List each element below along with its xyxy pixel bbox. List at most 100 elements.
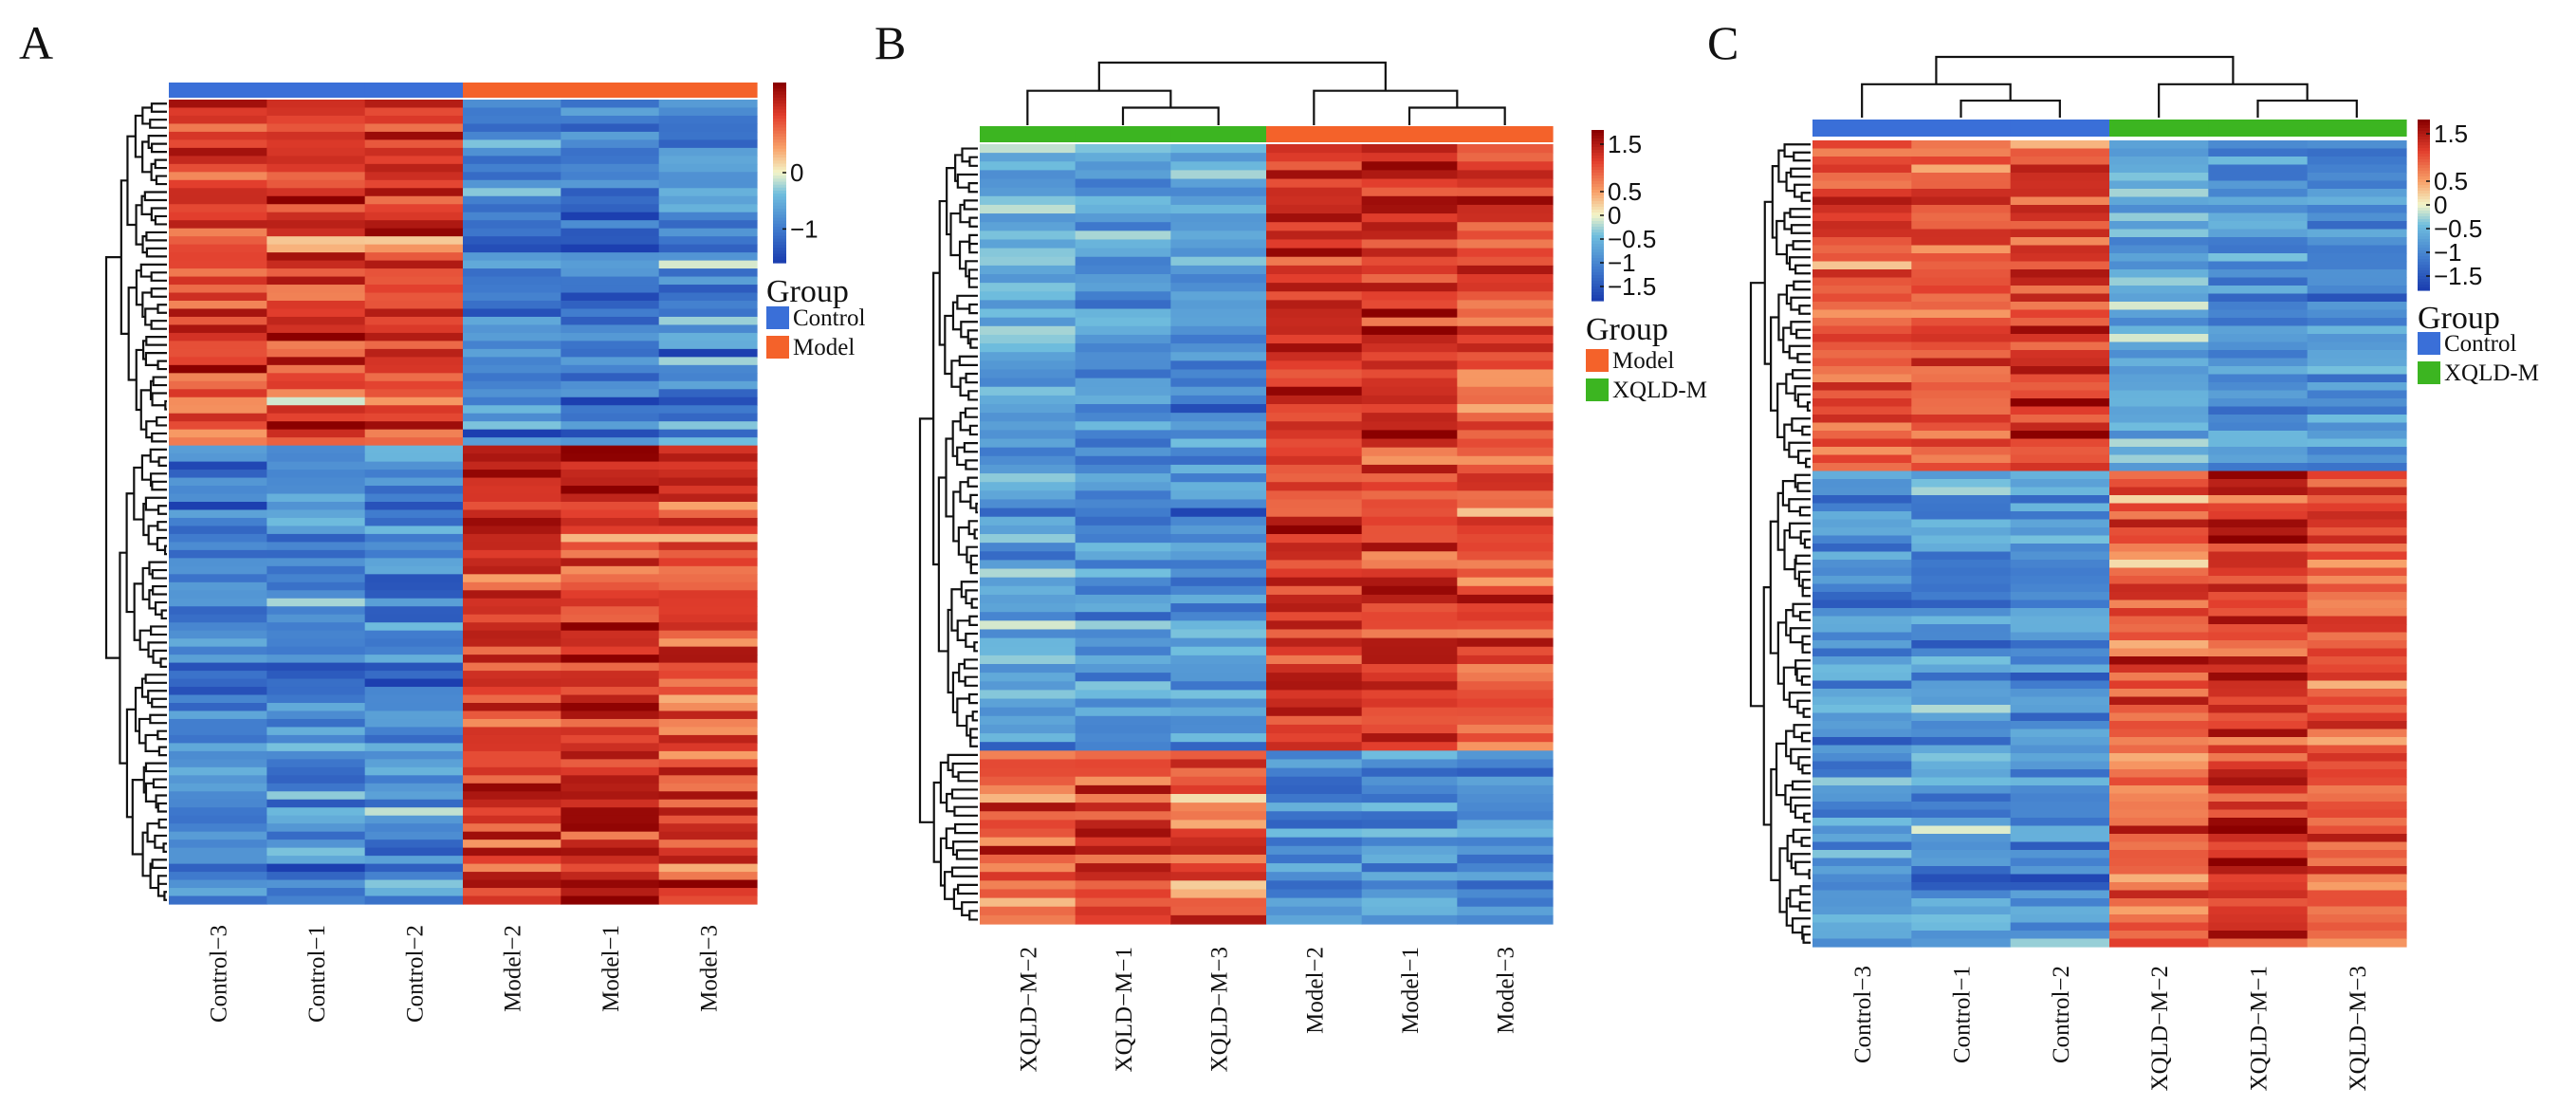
heatmap-cell [2010,470,2110,480]
heatmap-cell [1457,231,1554,241]
heatmap-cell [1457,473,1554,483]
heatmap-cell [364,228,464,237]
heatmap-cell [463,308,561,318]
heatmap-cell [1170,283,1267,292]
heatmap-cell [1911,487,2012,496]
heatmap-cells [169,100,758,905]
heatmap-cell [2109,890,2209,899]
heatmap-cell [1170,914,1267,925]
heatmap-cell [463,743,561,752]
heatmap-cell [980,897,1076,908]
heatmap-cell [658,252,758,262]
heatmap-cell [463,188,561,197]
color-scale-step [2418,273,2430,277]
heatmap-cell [561,123,660,133]
heatmap-cell [2307,302,2407,311]
heatmap-cell [169,630,267,639]
heatmap-cell [1812,286,1912,295]
heatmap-cell [1812,164,1912,174]
heatmap-cell [1170,430,1267,440]
heatmap-cell [1075,265,1171,275]
heatmap-cell [1812,302,1912,311]
heatmap-cell [1170,690,1267,700]
heatmap-cell [980,195,1076,206]
heatmap-cell [2109,809,2209,819]
heatmap-cell [1170,204,1267,214]
heatmap-cell [658,292,758,302]
heatmap-cell [2208,535,2309,544]
heatmap-cell [2109,608,2209,618]
heatmap-cell [169,581,267,591]
heatmap-cell [1812,931,1912,940]
heatmap-cell [2109,519,2209,528]
heatmap-cell [2307,922,2407,932]
color-scale-step [773,148,786,153]
heatmap-cell [463,775,561,784]
heatmap-cell [980,828,1076,839]
heatmap-cell [1911,689,2012,698]
heatmap-cell [980,256,1076,267]
heatmap-cell [1457,161,1554,171]
heatmap-cell [364,131,464,140]
heatmap-cell [1266,724,1363,734]
heatmap-cell [364,461,464,470]
heatmap-cell [1457,664,1554,673]
color-scale-tick-label: 1.5 [1608,130,1642,158]
heatmap-cell [169,606,267,616]
heatmap-cell [1457,507,1554,518]
heatmap-cell [1457,490,1554,501]
heatmap-cell [1075,291,1171,301]
heatmap-cell [1075,872,1171,881]
heatmap-cell [980,820,1076,830]
heatmap-cell [267,477,366,487]
heatmap-cell [1361,820,1458,830]
heatmap-cell [980,274,1076,284]
heatmap-cell [1361,837,1458,847]
heatmap-cell [2010,196,2110,206]
heatmap-cell [2109,898,2209,908]
heatmap-cell [1361,378,1458,388]
heatmap-cell [1911,237,2012,247]
heatmap-cell [658,791,758,801]
heatmap-cell [658,107,758,117]
heatmap-cell [1457,386,1554,397]
heatmap-cell [1075,776,1171,786]
heatmap-cell [980,378,1076,388]
heatmap-cell [169,614,267,623]
heatmap-cell [1361,308,1458,319]
heatmap-cell [1911,890,2012,899]
heatmap-cell [364,799,464,808]
color-scale-step [1592,235,1604,239]
heatmap-cell [561,533,660,543]
heatmap-cell [169,799,267,808]
heatmap-cell [1170,681,1267,691]
heatmap-cell [658,856,758,865]
color-scale-step [773,232,786,237]
heatmap-cell [2109,358,2209,367]
color-scale-step [1592,161,1604,165]
heatmap-cell [1812,938,1912,948]
heatmap-cell [2307,583,2407,593]
color-scale-step [1592,150,1604,154]
heatmap-cell [2109,229,2209,238]
heatmap-cell [2208,341,2309,351]
heatmap-cell [2109,309,2209,319]
heatmap-cell [1266,897,1363,908]
heatmap-cell [1075,525,1171,535]
heatmap-cell [658,147,758,157]
color-scale-step [773,238,786,243]
heatmap-cell [1361,707,1458,717]
heatmap-cell [1911,358,2012,367]
heatmap-cell [169,509,267,519]
heatmap-cell [658,526,758,535]
heatmap-cell [1266,854,1363,864]
heatmap-cell [2307,277,2407,286]
heatmap-cell [267,332,366,341]
heatmap-cell [1075,560,1171,570]
heatmap-cell [169,341,267,350]
heatmap-cell [1075,863,1171,873]
heatmap-cell [1457,413,1554,422]
heatmap-cell [1361,906,1458,916]
color-scale-step [2418,213,2430,217]
